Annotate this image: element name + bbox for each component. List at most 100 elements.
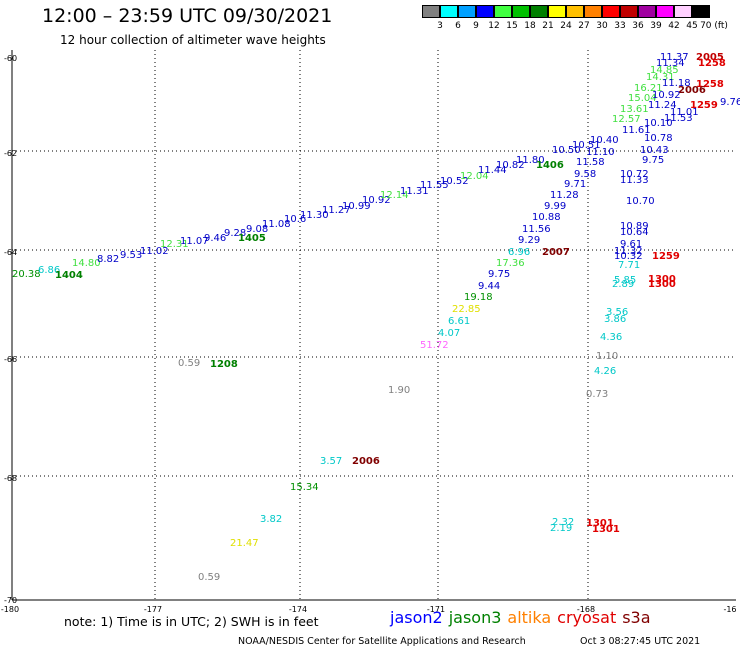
wave-height-value: 10.64 bbox=[620, 227, 649, 238]
wave-height-value: 1.90 bbox=[388, 385, 410, 396]
wave-height-value: 11.58 bbox=[576, 157, 605, 168]
wave-height-value: 7.71 bbox=[618, 260, 640, 271]
wave-height-value: 21.47 bbox=[230, 538, 259, 549]
wave-height-value: 10.51 bbox=[572, 140, 601, 151]
color-scale-label: 36 bbox=[632, 21, 644, 31]
wave-height-value: 10.43 bbox=[640, 145, 669, 156]
wave-height-value: 0.59 bbox=[178, 358, 200, 369]
color-scale-label: 30 bbox=[596, 21, 608, 31]
pass-time-label: 1405 bbox=[238, 233, 266, 244]
wave-height-value: 0.73 bbox=[586, 389, 608, 400]
pass-time-label: 1301 bbox=[586, 518, 614, 529]
satellite-legend-item: jason2 bbox=[390, 608, 443, 627]
wave-height-value: 15.34 bbox=[290, 482, 319, 493]
pass-time-label: 1406 bbox=[536, 160, 564, 171]
wave-height-value: 9.08 bbox=[246, 224, 268, 235]
wave-height-value: 9.46 bbox=[204, 233, 226, 244]
chart-title: 12:00 – 23:59 UTC 09/30/2021 bbox=[42, 5, 333, 27]
wave-height-value: 10.99 bbox=[342, 201, 371, 212]
wave-height-value: 9.44 bbox=[478, 281, 500, 292]
color-swatch bbox=[458, 5, 476, 18]
wave-height-value: 12.57 bbox=[612, 114, 641, 125]
satellite-legend-item: s3a bbox=[622, 608, 651, 627]
color-scale-label: 24 bbox=[560, 21, 572, 31]
wave-height-value: 2.32 bbox=[552, 517, 574, 528]
color-swatch bbox=[656, 5, 674, 18]
wave-height-value: 10.40 bbox=[590, 135, 619, 146]
wave-height-value: 11.27 bbox=[322, 205, 351, 216]
wave-height-value: 11.31 bbox=[400, 186, 429, 197]
wave-height-value: 12.31 bbox=[160, 239, 189, 250]
wave-height-value: 11.34 bbox=[656, 58, 685, 69]
color-scale-label: 70 (ft) bbox=[700, 21, 728, 31]
wave-height-value: 17.36 bbox=[496, 258, 525, 269]
longitude-tick-label: -177 bbox=[144, 605, 162, 614]
wave-height-value: 9.99 bbox=[544, 201, 566, 212]
wave-height-value: 11.56 bbox=[522, 224, 551, 235]
wave-height-value: 9.75 bbox=[642, 155, 664, 166]
wave-height-value: 10.92 bbox=[652, 90, 681, 101]
latitude-tick-label: -62 bbox=[4, 149, 17, 158]
grid-lines bbox=[12, 50, 736, 600]
color-scale-label: 21 bbox=[542, 21, 554, 31]
color-scale-label: 39 bbox=[650, 21, 662, 31]
wave-height-value: 2.19 bbox=[550, 523, 572, 534]
color-swatch bbox=[566, 5, 584, 18]
color-scale-label: 9 bbox=[473, 21, 479, 31]
wave-height-value: 11.24 bbox=[648, 100, 677, 111]
pass-time-label: 1300 bbox=[648, 279, 676, 290]
satellite-legend-item: altika bbox=[507, 608, 552, 627]
wave-height-value: 14.31 bbox=[646, 72, 675, 83]
color-scale-labels: 3 6 9 12 15 18 21 24 27 30 33 36 39 42 45 70 (ft) bbox=[422, 21, 732, 35]
wave-height-value: 8.82 bbox=[97, 254, 119, 265]
credit-line: NOAA/NESDIS Center for Satellite Applica… bbox=[238, 636, 526, 647]
wave-height-value: 11.28 bbox=[550, 190, 579, 201]
wave-height-value: 10.52 bbox=[440, 176, 469, 187]
color-scale-label: 15 bbox=[506, 21, 518, 31]
satellite-legend-item: cryosat bbox=[557, 608, 617, 627]
wave-height-value: 3.56 bbox=[606, 307, 628, 318]
wave-height-value: 22.85 bbox=[452, 304, 481, 315]
latitude-tick-label: -70 bbox=[4, 596, 17, 605]
pass-time-label: 2007 bbox=[542, 247, 570, 258]
wave-height-value: 19.18 bbox=[464, 292, 493, 303]
latitude-tick-label: -60 bbox=[4, 54, 17, 63]
color-swatch bbox=[548, 5, 566, 18]
pass-time-label: 1300 bbox=[648, 274, 676, 285]
wave-height-value: 15.04 bbox=[628, 93, 657, 104]
units-note: note: 1) Time is in UTC; 2) SWH is in fe… bbox=[64, 614, 319, 629]
wave-height-value: 10.10 bbox=[644, 118, 673, 129]
wave-height-value: 11.53 bbox=[664, 113, 693, 124]
wave-height-value: 11.18 bbox=[662, 78, 691, 89]
color-swatch bbox=[692, 5, 710, 18]
wave-height-value: 5.85 bbox=[614, 275, 636, 286]
satellite-legend-item: jason3 bbox=[448, 608, 502, 627]
longitude-tick-label: -16 bbox=[723, 605, 736, 614]
longitude-tick-label: -171 bbox=[427, 605, 445, 614]
wave-height-value: 10.72 bbox=[620, 169, 649, 180]
color-swatch bbox=[512, 5, 530, 18]
pass-time-label: 1404 bbox=[55, 270, 83, 281]
color-swatch bbox=[602, 5, 620, 18]
wave-height-value: 6.86 bbox=[38, 265, 60, 276]
wave-height-value: 12.14 bbox=[380, 190, 409, 201]
wave-height-value: 14.80 bbox=[72, 258, 101, 269]
map-axes: -180 -177 -174 -171 -168 -16 -60 -62 -64 -66 -68 -7… bbox=[1, 50, 737, 614]
longitude-tick-label: -168 bbox=[577, 605, 595, 614]
wave-height-value: 9.76 bbox=[720, 97, 740, 108]
wave-height-value: 11.30 bbox=[300, 210, 329, 221]
latitude-tick-label: -66 bbox=[4, 355, 17, 364]
wave-height-value: 9.28 bbox=[224, 228, 246, 239]
wave-height-value: 9.53 bbox=[120, 250, 142, 261]
pass-time-label: 1259 bbox=[652, 251, 680, 262]
color-scale-label: 3 bbox=[437, 21, 443, 31]
wave-height-value: 4.36 bbox=[600, 332, 622, 343]
pass-time-label: 1208 bbox=[210, 359, 238, 370]
color-scale-label: 18 bbox=[524, 21, 536, 31]
wave-height-value: 20.38 bbox=[12, 269, 41, 280]
wave-height-value: 11.80 bbox=[516, 155, 545, 166]
color-scale-label: 27 bbox=[578, 21, 590, 31]
color-scale-label: 33 bbox=[614, 21, 626, 31]
